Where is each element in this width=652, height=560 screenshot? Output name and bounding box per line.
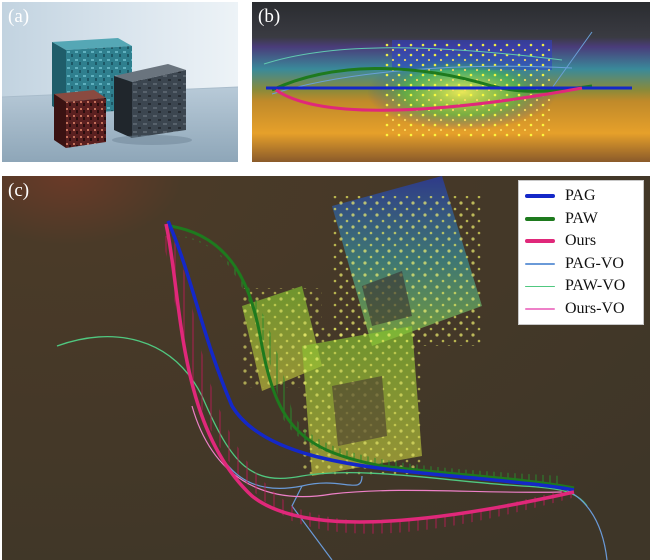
legend-swatch: [525, 194, 555, 199]
legend-swatch: [525, 263, 555, 265]
legend-label: PAW-VO: [565, 277, 626, 295]
legend-entry: PAG-VO: [525, 253, 637, 276]
legend: PAG PAW Ours PAG-VO PAW-VO Ours-VO: [518, 180, 644, 325]
panel-c-label: (c): [8, 180, 30, 201]
legend-label: Ours-VO: [565, 299, 625, 317]
legend-entry: PAG: [525, 185, 637, 208]
legend-label: PAG-VO: [565, 254, 624, 272]
legend-label: Ours: [565, 232, 597, 250]
legend-entry: Ours-VO: [525, 298, 637, 321]
panel-a-label: (a): [8, 6, 30, 27]
legend-swatch: [525, 285, 555, 287]
side-view-render: [252, 2, 650, 162]
panel-c-trajectory-view: (c) PAG PAW Ours PAG-VO PAW-VO Ours-VO: [2, 176, 650, 560]
legend-entry: Ours: [525, 230, 637, 253]
legend-label: PAG: [565, 187, 596, 205]
scene-render: [2, 2, 238, 162]
legend-swatch: [525, 239, 555, 244]
legend-label: PAW: [565, 209, 598, 227]
trajectory-render: [2, 176, 650, 560]
legend-swatch: [525, 216, 555, 221]
panel-b-side-view: (b): [252, 2, 650, 162]
panel-a-scene: (a): [2, 2, 238, 162]
panel-b-label: (b): [258, 6, 281, 27]
legend-entry: PAW: [525, 208, 637, 231]
legend-entry: PAW-VO: [525, 275, 637, 298]
legend-swatch: [525, 308, 555, 310]
